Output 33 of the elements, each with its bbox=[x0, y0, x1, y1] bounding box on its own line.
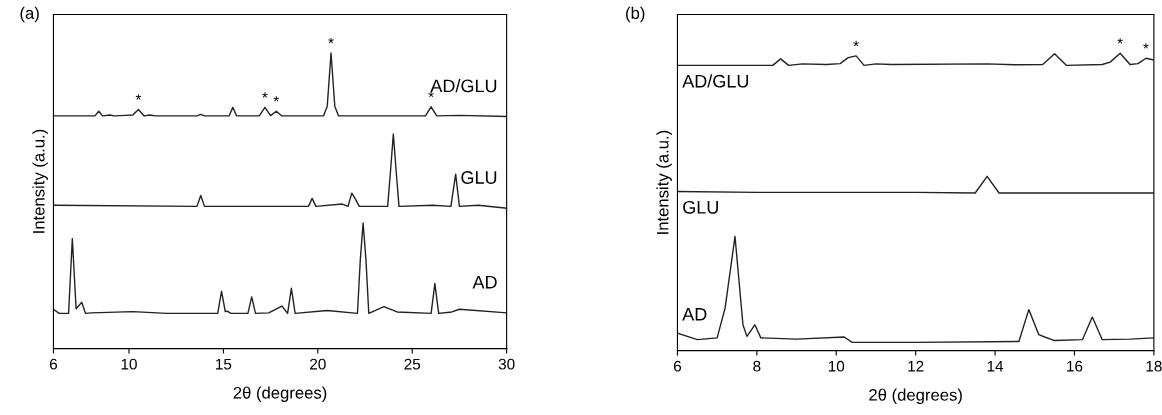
x-tick-label: 8 bbox=[753, 360, 761, 372]
x-axis-title: 2θ (degrees) bbox=[869, 388, 962, 405]
x-tick-label: 6 bbox=[673, 360, 682, 372]
x-tick-label: 18 bbox=[1146, 360, 1162, 372]
series-label: GLU bbox=[461, 171, 497, 184]
chart-title: (a) bbox=[20, 6, 39, 23]
annotation: * bbox=[1143, 43, 1149, 49]
x-tick-label: 15 bbox=[216, 358, 232, 370]
x-tick-label: 25 bbox=[404, 358, 421, 370]
x-tick-label: 12 bbox=[908, 360, 924, 372]
series-label: AD/GLU bbox=[430, 79, 497, 93]
annotation: * bbox=[1117, 38, 1123, 44]
annotation: * bbox=[262, 92, 268, 98]
series-label: AD bbox=[472, 275, 497, 289]
x-tick-label: 10 bbox=[828, 360, 845, 372]
series-label: GLU bbox=[683, 200, 718, 214]
x-axis-title: 2θ (degrees) bbox=[233, 386, 327, 402]
annotation: * bbox=[135, 94, 142, 100]
x-tick-label: 10 bbox=[121, 358, 137, 370]
y-axis-title: Intensity (a.u.) bbox=[32, 129, 48, 233]
annotation: * bbox=[328, 37, 334, 44]
x-tick-label: 6 bbox=[49, 358, 58, 370]
x-tick-label: 14 bbox=[987, 360, 1004, 372]
series-label: AD/GLU bbox=[682, 74, 749, 88]
y-axis-title: Intensity (a.u.) bbox=[656, 130, 672, 234]
annotation: * bbox=[853, 40, 859, 47]
series-label: AD bbox=[682, 308, 707, 321]
annotation: * bbox=[428, 91, 434, 98]
x-tick-label: 20 bbox=[310, 358, 326, 370]
chart-title: (b) bbox=[626, 6, 645, 23]
x-tick-label: 30 bbox=[498, 358, 515, 370]
annotation: * bbox=[273, 96, 279, 102]
x-tick-label: 16 bbox=[1067, 360, 1083, 372]
